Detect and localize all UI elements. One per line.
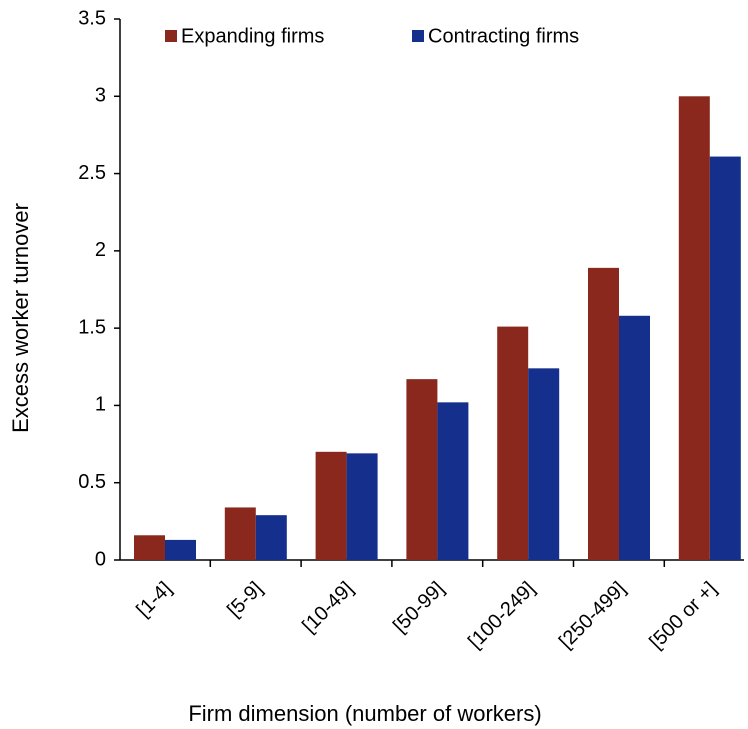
y-tick-label: 3 <box>95 85 106 107</box>
y-axis-title: Excess worker turnover <box>8 203 33 433</box>
bar <box>528 368 560 560</box>
bar <box>224 507 256 560</box>
bar <box>619 315 650 560</box>
x-axis-title: Firm dimension (number of workers) <box>188 701 541 726</box>
bar <box>497 326 529 560</box>
y-tick-label: 0 <box>95 548 106 570</box>
bar <box>678 96 710 561</box>
y-tick-label: 2.5 <box>78 162 106 184</box>
x-tick-label: [5-9] <box>223 578 267 622</box>
x-tick-label: [1-4] <box>132 578 176 622</box>
y-tick-label: 2 <box>95 239 106 261</box>
bar <box>346 453 378 560</box>
bar <box>255 515 287 560</box>
bar <box>588 267 619 560</box>
x-tick-label: [500 or +] <box>645 578 721 654</box>
legend-swatch <box>165 30 177 42</box>
y-tick-label: 0.5 <box>78 471 106 493</box>
y-tick-label: 3.5 <box>78 7 106 29</box>
legend-label: Contracting firms <box>428 25 579 47</box>
x-tick-label: [250-499] <box>555 578 630 653</box>
bar <box>709 156 741 560</box>
x-tick-label: [50-99] <box>389 578 449 638</box>
legend-swatch <box>412 30 424 42</box>
y-tick-label: 1 <box>95 394 106 416</box>
bar <box>315 451 347 560</box>
x-tick-label: [100-249] <box>464 578 539 653</box>
y-tick-label: 1.5 <box>78 316 106 338</box>
bar <box>134 535 165 560</box>
bar <box>165 539 196 560</box>
bar <box>406 379 438 560</box>
legend-label: Expanding firms <box>181 25 324 47</box>
bar <box>437 402 469 560</box>
x-tick-label: [10-49] <box>298 578 358 638</box>
